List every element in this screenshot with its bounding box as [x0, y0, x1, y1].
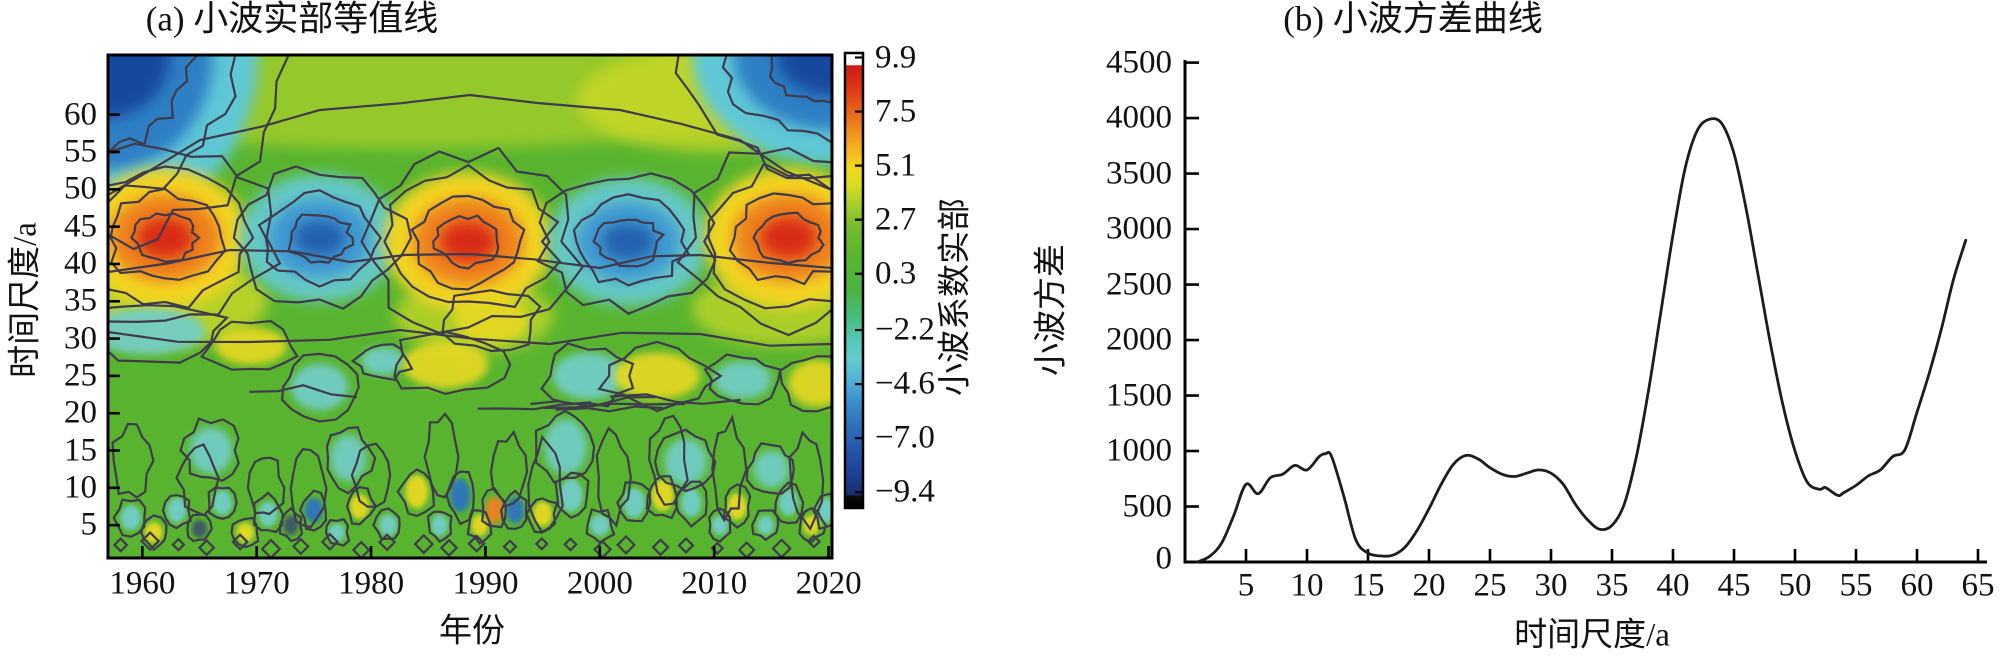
- variance-curve: [1195, 117, 1968, 564]
- contour-lines: [108, 55, 832, 558]
- panel-b-axes: [1183, 60, 1987, 564]
- panel-a-axes: [106, 53, 834, 560]
- colorbar: [843, 51, 865, 510]
